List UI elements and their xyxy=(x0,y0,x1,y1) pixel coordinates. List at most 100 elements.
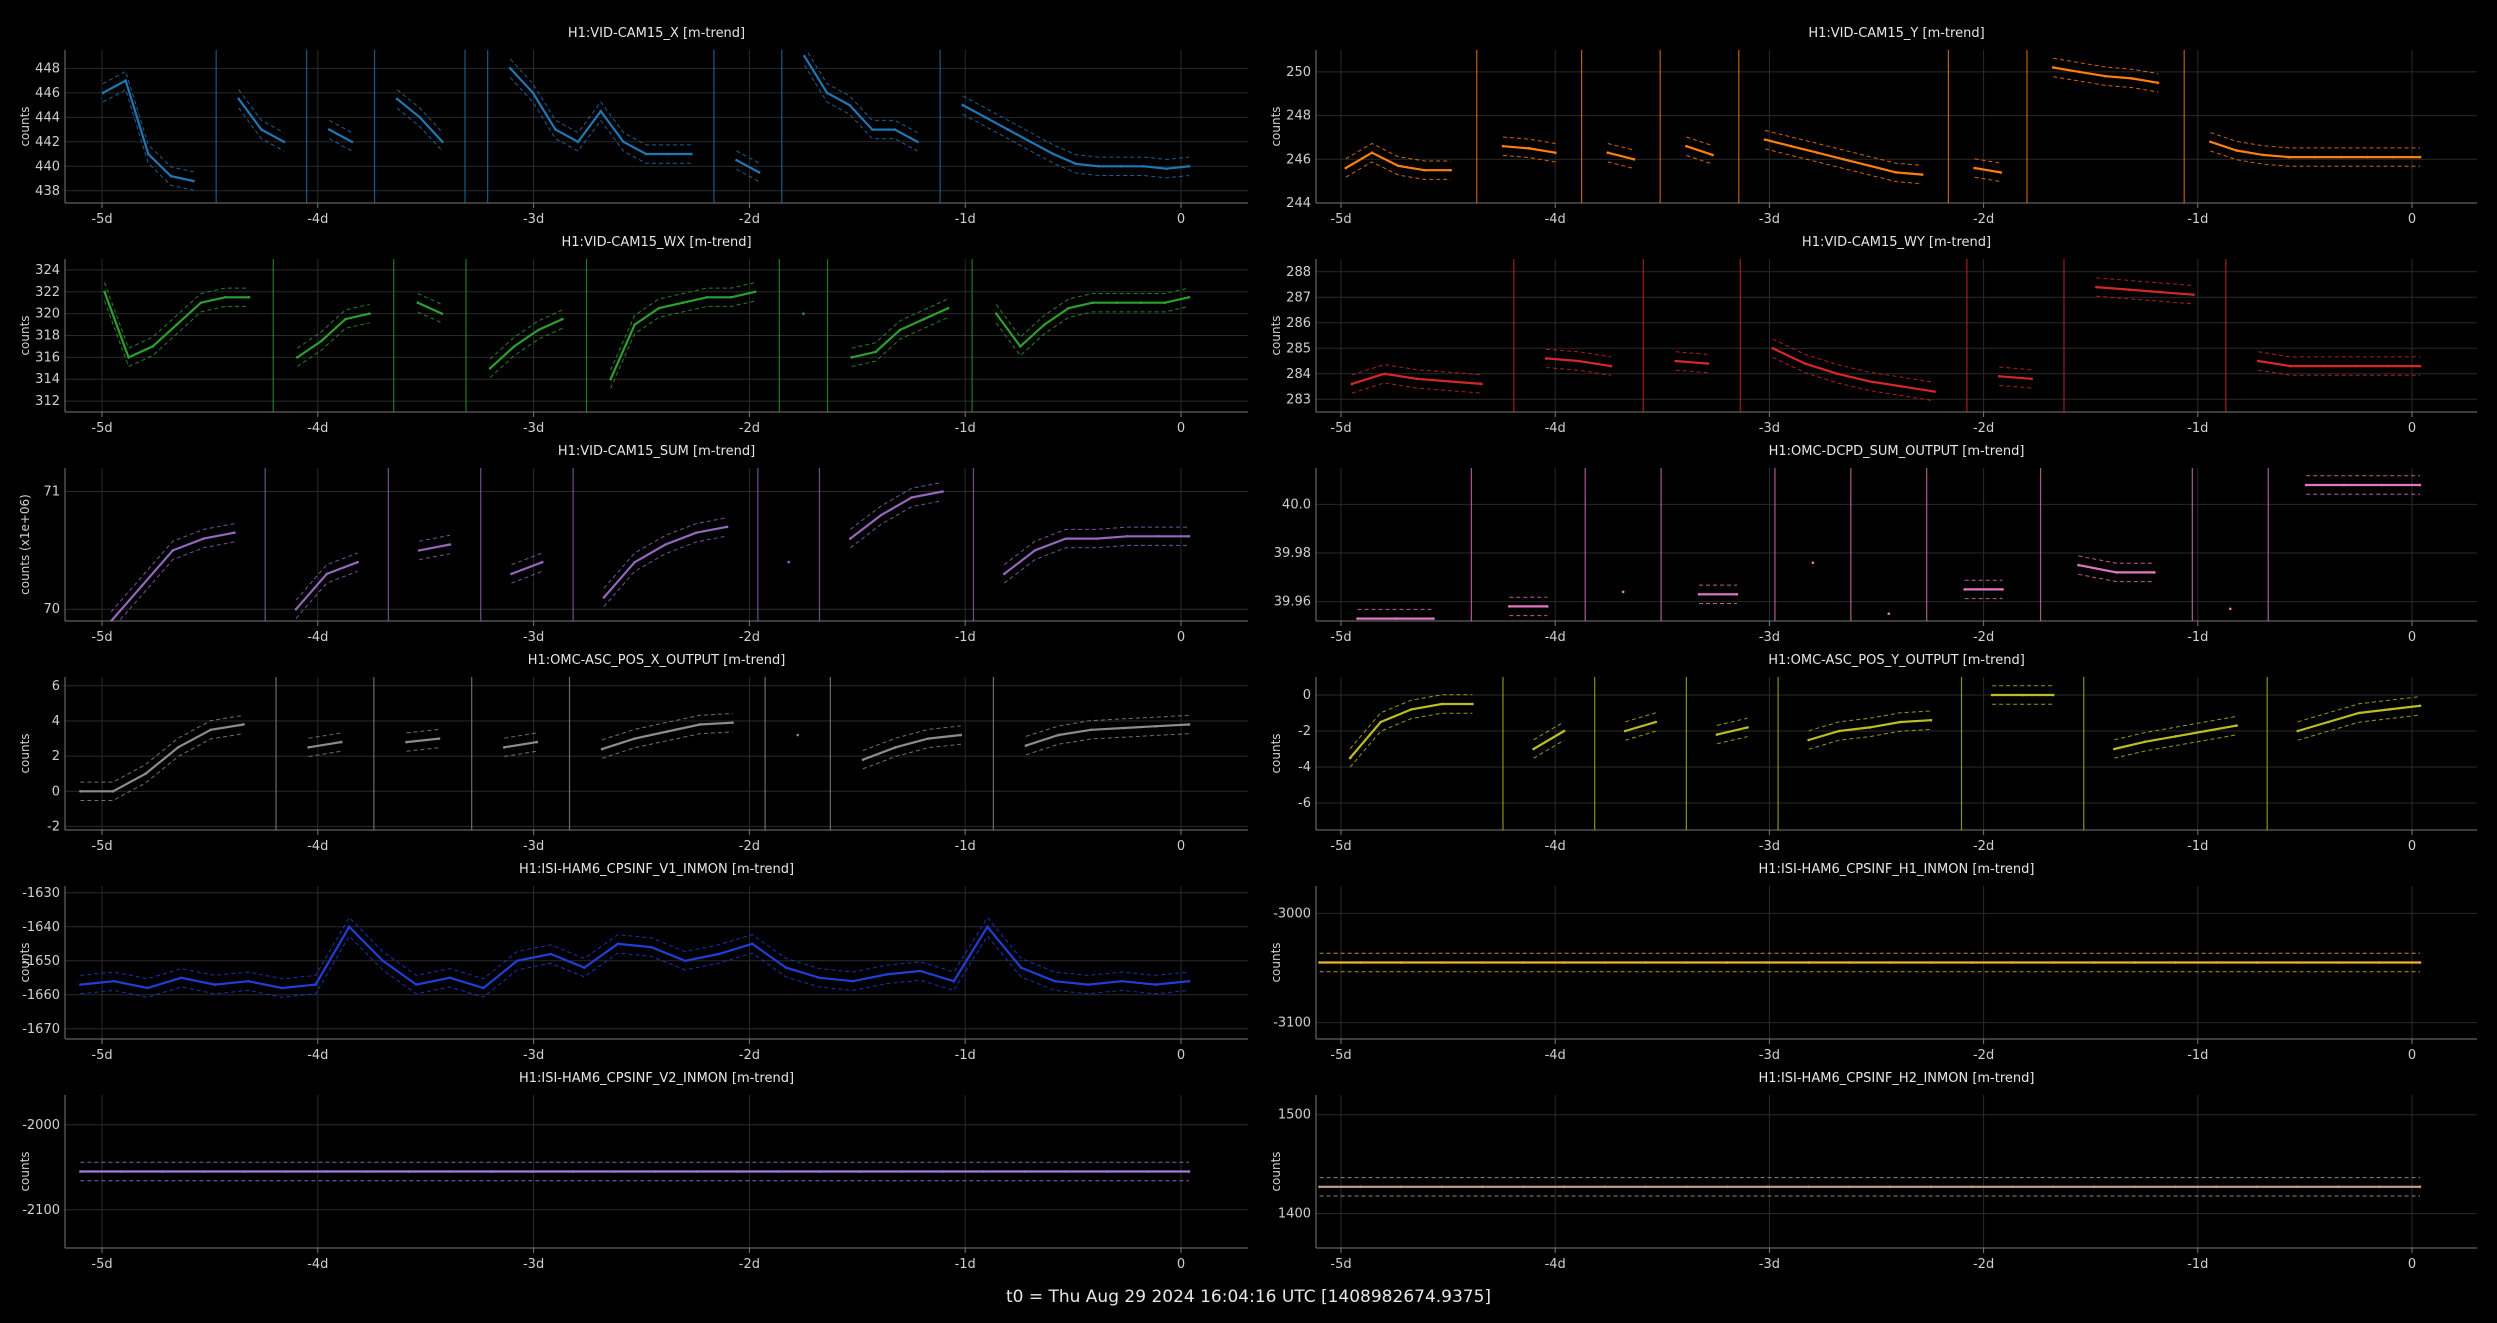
plot-title: H1:OMC-ASC_POS_X_OUTPUT [m-trend] xyxy=(528,653,786,668)
y-tick-label: -1660 xyxy=(22,988,60,1003)
data-point xyxy=(2313,155,2317,159)
y-tick-label: 4 xyxy=(52,714,60,729)
data-point xyxy=(176,746,180,749)
data-point xyxy=(1697,592,1701,596)
y-tick-label: -1630 xyxy=(22,886,60,901)
y-tick-label: 244 xyxy=(1286,196,1311,211)
y-tick-label: 2 xyxy=(52,749,60,764)
x-tick-label: -4d xyxy=(307,839,328,854)
x-tick-label: -2d xyxy=(1973,212,1994,227)
data-point xyxy=(952,979,956,983)
data-point xyxy=(325,572,329,576)
data-point xyxy=(1163,301,1167,305)
series-envelope xyxy=(118,500,1189,621)
x-tick-label: -4d xyxy=(307,421,328,436)
y-tick-label: 39.96 xyxy=(1274,595,1311,610)
data-point xyxy=(1481,1185,1484,1189)
data-point xyxy=(280,986,284,990)
data-point xyxy=(405,740,408,744)
data-point xyxy=(120,1170,123,1173)
data-point xyxy=(510,572,513,576)
data-point xyxy=(1126,534,1129,538)
data-point xyxy=(1807,1185,1810,1189)
series-envelope xyxy=(104,282,1190,371)
y-tick-label: 446 xyxy=(35,86,60,101)
data-point xyxy=(694,531,698,535)
series-envelope xyxy=(80,713,1190,783)
data-point xyxy=(879,513,883,517)
data-point xyxy=(2337,1185,2340,1189)
data-point xyxy=(2377,1185,2381,1189)
data-point xyxy=(1399,1185,1403,1189)
data-point xyxy=(1735,592,1739,596)
data-point xyxy=(1165,167,1168,171)
x-tick-label: -5d xyxy=(1330,1048,1351,1063)
data-point xyxy=(282,140,286,144)
data-point xyxy=(784,966,788,969)
y-axis-label: counts xyxy=(18,1151,32,1191)
data-point xyxy=(2113,747,2116,751)
data-point xyxy=(1711,153,1714,157)
x-tick-label: -5d xyxy=(1330,839,1351,854)
data-point xyxy=(2235,149,2238,152)
data-point xyxy=(731,721,734,725)
plot-panel: H1:ISI-HAM6_CPSINF_H1_INMON [m-trend] cou… xyxy=(1269,862,2477,1063)
data-point xyxy=(1848,961,1851,964)
data-point xyxy=(2174,961,2177,964)
data-point xyxy=(1318,961,1321,964)
data-point xyxy=(482,986,485,990)
data-point xyxy=(1370,151,1374,155)
x-tick-label: -1d xyxy=(955,630,976,645)
x-tick-label: -3d xyxy=(523,630,544,645)
data-point xyxy=(2143,740,2147,744)
plot-title: H1:OMC-DCPD_SUM_OUTPUT [m-trend] xyxy=(1769,444,2025,459)
x-tick-label: -2d xyxy=(1973,421,1994,436)
y-tick-label: 283 xyxy=(1286,392,1311,407)
data-point xyxy=(1929,961,1933,964)
data-point xyxy=(112,979,116,983)
data-point xyxy=(2011,1185,2014,1189)
data-point xyxy=(1356,617,1359,620)
data-point xyxy=(1746,726,1749,729)
data-point xyxy=(418,116,422,119)
data-point xyxy=(717,952,720,956)
y-tick-label: -3100 xyxy=(1273,1016,1311,1031)
x-tick-label: -3d xyxy=(1759,421,1780,436)
data-point xyxy=(1522,961,1525,964)
data-point xyxy=(2095,285,2098,289)
y-tick-label: 285 xyxy=(1286,341,1311,356)
data-point xyxy=(653,1170,657,1173)
x-tick-label: -4d xyxy=(1545,212,1566,227)
y-tick-label: 248 xyxy=(1286,109,1311,124)
data-point xyxy=(1644,961,1647,964)
data-point xyxy=(1868,380,1872,383)
data-point xyxy=(1423,168,1426,172)
data-point xyxy=(2386,364,2389,368)
y-tick-label: -2 xyxy=(1298,724,1311,739)
data-point xyxy=(368,312,371,315)
data-point xyxy=(535,740,539,744)
data-point xyxy=(448,543,452,546)
data-point xyxy=(1415,377,1418,381)
data-point xyxy=(2342,483,2346,487)
data-point xyxy=(512,345,516,348)
y-tick-label: -1670 xyxy=(22,1022,60,1037)
data-point xyxy=(1447,380,1451,383)
x-tick-label: -3d xyxy=(1759,1257,1780,1272)
y-tick-label: 438 xyxy=(35,184,60,199)
data-point xyxy=(1900,385,1904,388)
y-tick-label: 288 xyxy=(1286,265,1311,280)
data-point xyxy=(2235,724,2238,727)
data-point xyxy=(725,525,729,529)
plot-title: H1:VID-CAM15_X [m-trend] xyxy=(568,26,745,41)
data-point xyxy=(2256,359,2260,363)
data-point xyxy=(848,103,851,107)
data-point xyxy=(1807,961,1810,964)
data-point xyxy=(1097,164,1100,168)
data-point xyxy=(1029,140,1032,144)
x-tick-label: -2d xyxy=(739,1257,760,1272)
series-line xyxy=(80,721,1190,793)
data-point xyxy=(2209,140,2212,144)
data-point xyxy=(1685,961,1688,964)
x-tick-label: -4d xyxy=(307,630,328,645)
